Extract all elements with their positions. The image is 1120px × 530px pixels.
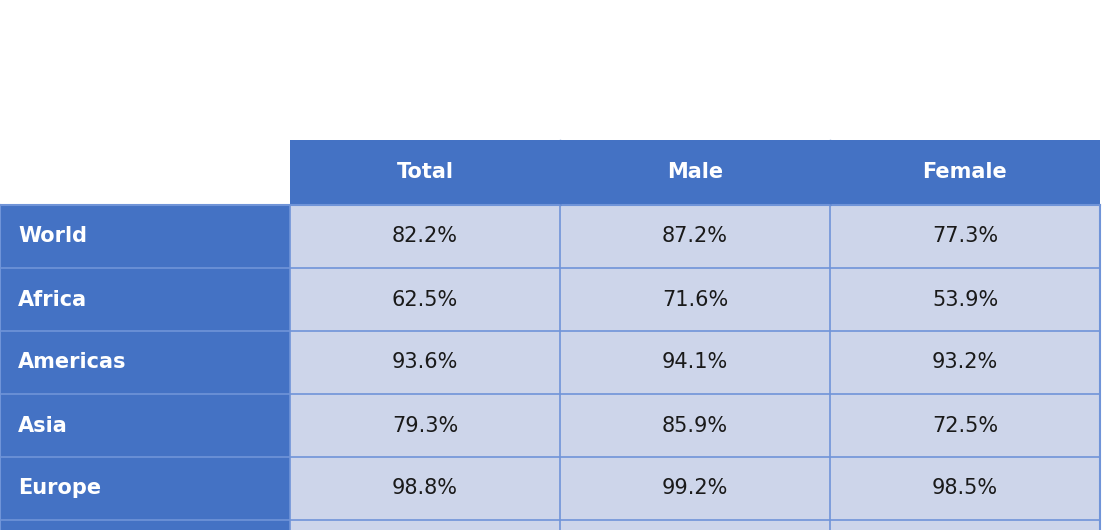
Text: Europe: Europe (18, 479, 101, 499)
Bar (290, 457, 560, 520)
Bar (0, 0, 290, 140)
Bar (560, 394, 830, 457)
Bar (290, 140, 560, 205)
Bar (560, 520, 830, 530)
Bar (0, 520, 290, 530)
Bar (830, 457, 1100, 520)
Text: Africa: Africa (18, 289, 87, 310)
Bar (830, 331, 1100, 394)
Bar (560, 205, 830, 268)
Text: 72.5%: 72.5% (932, 416, 998, 436)
Bar (830, 140, 1100, 205)
Bar (290, 331, 560, 394)
Bar (290, 520, 560, 530)
Bar (830, 268, 1100, 331)
Text: 85.9%: 85.9% (662, 416, 728, 436)
Text: 71.6%: 71.6% (662, 289, 728, 310)
Bar (0, 268, 290, 331)
Bar (0, 135, 290, 205)
Bar (560, 457, 830, 520)
Bar (0, 457, 290, 520)
Text: Asia: Asia (18, 416, 67, 436)
Bar (290, 205, 560, 268)
Bar (0, 394, 290, 457)
Bar (290, 268, 560, 331)
Text: 53.9%: 53.9% (932, 289, 998, 310)
Text: Americas: Americas (18, 352, 127, 373)
Text: 79.3%: 79.3% (392, 416, 458, 436)
Bar (830, 520, 1100, 530)
Bar (830, 205, 1100, 268)
Text: 93.2%: 93.2% (932, 352, 998, 373)
Bar (0, 331, 290, 394)
Text: 82.2%: 82.2% (392, 226, 458, 246)
Text: 62.5%: 62.5% (392, 289, 458, 310)
Text: 93.6%: 93.6% (392, 352, 458, 373)
Bar (560, 331, 830, 394)
Bar (0, 205, 290, 268)
Text: Total: Total (396, 163, 454, 182)
Text: 94.1%: 94.1% (662, 352, 728, 373)
Text: Male: Male (666, 163, 724, 182)
Text: 98.5%: 98.5% (932, 479, 998, 499)
Text: World: World (18, 226, 87, 246)
Text: Female: Female (923, 163, 1007, 182)
Text: 98.8%: 98.8% (392, 479, 458, 499)
Bar (290, 394, 560, 457)
Bar (560, 140, 830, 205)
Bar (830, 394, 1100, 457)
Text: 87.2%: 87.2% (662, 226, 728, 246)
Text: 99.2%: 99.2% (662, 479, 728, 499)
Text: 77.3%: 77.3% (932, 226, 998, 246)
Bar (560, 268, 830, 331)
